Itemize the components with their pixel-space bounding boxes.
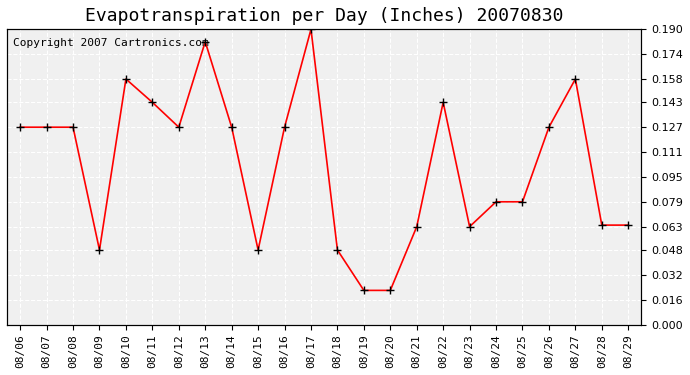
Title: Evapotranspiration per Day (Inches) 20070830: Evapotranspiration per Day (Inches) 2007… <box>85 7 564 25</box>
Text: Copyright 2007 Cartronics.com: Copyright 2007 Cartronics.com <box>13 38 209 48</box>
